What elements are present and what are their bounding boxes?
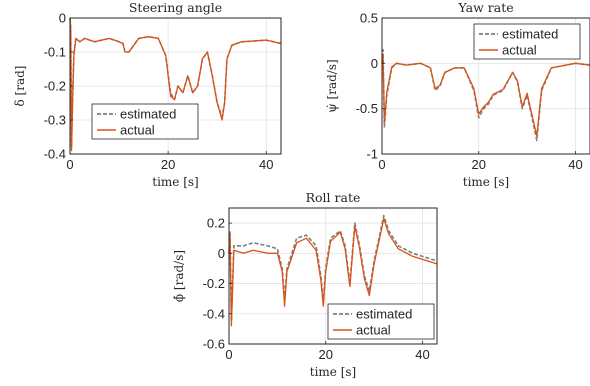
y-tick-label: -0.2	[44, 79, 66, 94]
y-tick-label: -0.2	[203, 276, 225, 291]
legend-box	[91, 103, 199, 140]
series-line-actual	[381, 53, 590, 137]
y-tick-label: -0.3	[44, 113, 66, 128]
chart-title: Steering angle	[129, 0, 222, 15]
subplot: 0 20 40 -1 -0.5 0 0.5 Yaw rate time [s] ψ̇ [rad/s…	[325, 0, 590, 189]
x-tick-label: 0	[66, 157, 73, 172]
chart-title: Yaw rate	[457, 0, 513, 15]
subplot: 0 20 40 -0.6 -0.4 -0.2 0 0.2 Roll rate time [s] ϕ̇…	[172, 190, 438, 379]
subplot: 0 20 40 -0.4 -0.3 -0.2 -0.1 0 Steering angle time…	[13, 0, 282, 189]
chart-title: Roll rate	[306, 190, 361, 205]
x-axis-label: time [s]	[463, 175, 509, 189]
legend-label: estimated	[502, 27, 558, 42]
y-tick-label: 0.5	[360, 11, 378, 26]
y-tick-label: -0.6	[203, 337, 225, 352]
legend-label: actual	[502, 43, 537, 58]
y-tick-label: -1	[366, 147, 378, 162]
y-tick-label: 0.2	[207, 216, 225, 231]
legend-box	[327, 303, 435, 340]
y-tick-label: 0	[218, 246, 225, 261]
legend-label: actual	[120, 123, 155, 138]
x-axis-label: time [s]	[152, 175, 198, 189]
series-line-actual	[69, 17, 282, 152]
axes-box	[381, 17, 590, 155]
y-tick-label: -0.4	[44, 147, 66, 162]
x-tick-label: 20	[161, 157, 175, 172]
x-tick-label: 0	[378, 157, 385, 172]
y-tick-label: 0	[371, 56, 378, 71]
x-tick-label: 40	[415, 347, 429, 362]
legend-box	[473, 23, 581, 60]
x-tick-label: 20	[319, 347, 333, 362]
legend-label: estimated	[120, 107, 176, 122]
x-tick-label: 0	[225, 347, 232, 362]
y-tick-label: 0	[59, 11, 66, 26]
x-tick-label: 40	[568, 157, 582, 172]
legend-label: actual	[356, 323, 391, 338]
y-axis-label: δ [rad]	[13, 66, 27, 107]
x-axis-label: time [s]	[310, 365, 356, 379]
y-axis-label: ψ̇ [rad/s]	[325, 59, 339, 112]
y-tick-label: -0.5	[356, 101, 378, 116]
axes-box	[228, 207, 438, 345]
series-line-actual	[228, 217, 438, 327]
y-axis-label: ϕ̇ [rad/s]	[172, 250, 186, 302]
y-tick-label: -0.1	[44, 45, 66, 60]
legend-label: estimated	[356, 307, 412, 322]
x-tick-label: 20	[472, 157, 486, 172]
y-tick-label: -0.4	[203, 306, 225, 321]
x-tick-label: 40	[259, 157, 273, 172]
